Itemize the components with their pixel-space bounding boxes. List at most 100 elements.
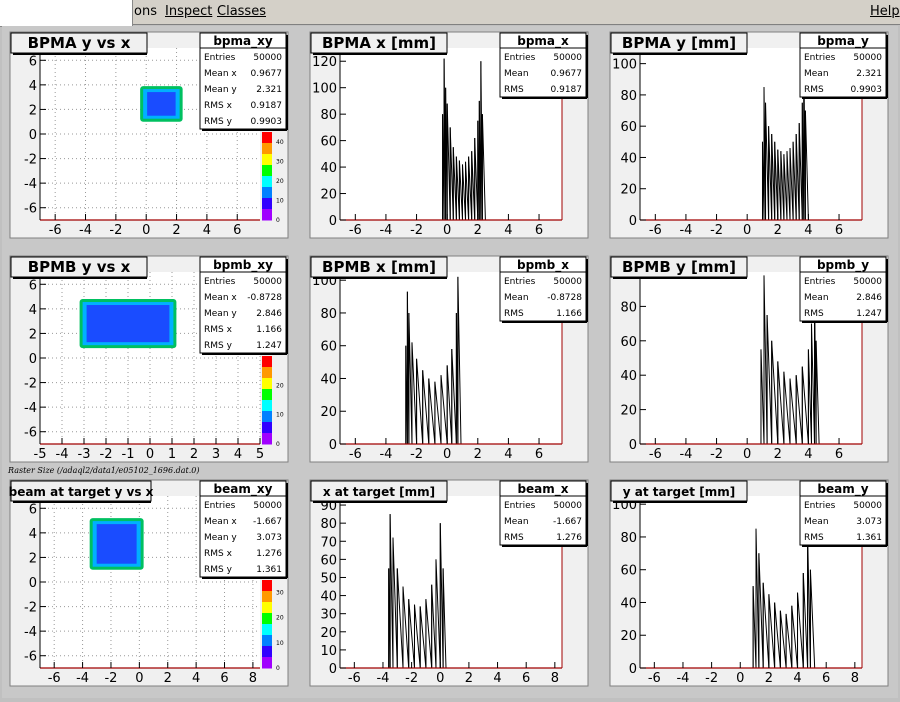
palette-segment bbox=[262, 613, 272, 625]
menu-bar: ons Inspect Classes Help bbox=[0, 0, 900, 25]
stats-label: Mean bbox=[504, 293, 529, 303]
root-canvas[interactable]: 0 10 20 30 40 -6 -4 -2 0 2 4 6 -6 -4 -2 0 2 4 6 BPMA y vs x… bbox=[2, 26, 898, 698]
stats-box bbox=[499, 32, 587, 98]
pad-title: BPMB y vs x bbox=[28, 258, 131, 276]
palette-segment bbox=[262, 624, 272, 636]
y-tick-label: 100 bbox=[312, 82, 337, 97]
overlapping-window-corner[interactable] bbox=[0, 0, 133, 27]
x-tick-label: 0 bbox=[135, 671, 143, 686]
palette-tick-label: 10 bbox=[276, 640, 284, 647]
x-tick-label: -6 bbox=[349, 223, 362, 238]
y-tick-label: 40 bbox=[320, 590, 337, 605]
stats-label: RMS x bbox=[204, 549, 233, 559]
palette-segment bbox=[262, 176, 272, 188]
palette-tick-label: 20 bbox=[276, 382, 284, 389]
y-tick-label: -2 bbox=[24, 601, 37, 616]
y-tick-label: 0 bbox=[29, 128, 37, 143]
stats-value: 50000 bbox=[253, 53, 282, 63]
pad-bpma_xy[interactable]: 0 10 20 30 40 -6 -4 -2 0 2 4 6 -6 -4 -2 0 2 4 6 BPMA y vs x… bbox=[9, 31, 289, 239]
x-tick-label: 8 bbox=[551, 671, 559, 686]
y-tick-label: 70 bbox=[320, 535, 337, 550]
y-tick-label: -6 bbox=[24, 426, 37, 441]
menu-classes[interactable]: Classes bbox=[217, 4, 266, 19]
palette-segment bbox=[262, 378, 272, 390]
x-tick-label: -4 bbox=[79, 223, 92, 238]
stats-box bbox=[499, 480, 587, 546]
y-tick-label: -4 bbox=[24, 177, 37, 192]
palette-tick-label: 20 bbox=[276, 615, 284, 622]
x-tick-label: 2 bbox=[774, 223, 782, 238]
y-tick-label: 120 bbox=[312, 55, 337, 70]
palette-segment bbox=[262, 646, 272, 658]
stats-value: 2.846 bbox=[256, 309, 282, 319]
x-tick-label: 6 bbox=[535, 223, 543, 238]
x-tick-label: -4 bbox=[379, 447, 392, 462]
stats-value: 1.166 bbox=[556, 309, 582, 319]
x-tick-label: 4 bbox=[793, 671, 801, 686]
y-tick-label: 60 bbox=[620, 335, 637, 350]
x-tick-label: 6 bbox=[835, 223, 843, 238]
x-tick-label: -4 bbox=[676, 671, 689, 686]
pad-beam_xy[interactable]: 0 10 20 30 -6 -4 -2 0 2 4 6 8 -6 -4 -2 0 2 4 6 beam at targ… bbox=[9, 479, 289, 687]
x-tick-label: -6 bbox=[649, 223, 662, 238]
y-tick-label: 0 bbox=[629, 662, 637, 677]
palette-segment bbox=[262, 132, 272, 144]
stats-label: Entries bbox=[804, 53, 836, 63]
stats-value: 1.361 bbox=[856, 533, 882, 543]
palette-tick-label: 0 bbox=[276, 441, 280, 448]
palette-tick-label: 40 bbox=[276, 139, 284, 146]
y-tick-label: 2 bbox=[29, 103, 37, 118]
y-tick-label: 0 bbox=[629, 438, 637, 453]
stats-value: 50000 bbox=[853, 501, 882, 511]
stats-value: 0.9903 bbox=[251, 117, 283, 127]
stats-value: 50000 bbox=[553, 277, 582, 287]
pad-title: BPMB x [mm] bbox=[322, 258, 436, 276]
palette-segment bbox=[262, 591, 272, 603]
x-tick-label: -2 bbox=[410, 447, 423, 462]
y-tick-label: 0 bbox=[329, 662, 337, 677]
stats-value: -1.667 bbox=[553, 517, 582, 527]
stats-label: Mean y bbox=[204, 533, 237, 543]
stats-label: RMS x bbox=[204, 325, 233, 335]
palette-segment bbox=[262, 198, 272, 210]
x-tick-label: 0 bbox=[146, 447, 154, 462]
x-tick-label: -6 bbox=[648, 671, 661, 686]
menu-help[interactable]: Help bbox=[870, 4, 900, 19]
stats-name: beam_y bbox=[817, 482, 868, 497]
y-tick-label: -4 bbox=[24, 625, 37, 640]
x-tick-label: -6 bbox=[49, 223, 62, 238]
menu-inspect[interactable]: Inspect bbox=[165, 4, 212, 19]
x-tick-label: 6 bbox=[822, 671, 830, 686]
x-tick-label: 0 bbox=[736, 671, 744, 686]
x-tick-label: -6 bbox=[649, 447, 662, 462]
x-tick-label: -2 bbox=[710, 447, 723, 462]
stats-value: 0.9677 bbox=[251, 69, 283, 79]
raster-caption: Raster Size (/adaql2/data1/e05102_1696.d… bbox=[8, 466, 200, 475]
y-tick-label: 80 bbox=[320, 517, 337, 532]
y-tick-label: 40 bbox=[620, 151, 637, 166]
x-tick-label: -2 bbox=[410, 223, 423, 238]
x-tick-label: 4 bbox=[493, 671, 501, 686]
menu-options[interactable]: ons bbox=[134, 4, 157, 19]
x-tick-label: 3 bbox=[212, 447, 220, 462]
palette-tick-label: 30 bbox=[276, 590, 284, 597]
pad-title: x at target [mm] bbox=[323, 485, 435, 499]
palette-segment bbox=[262, 187, 272, 199]
palette-tick-label: 0 bbox=[276, 217, 280, 224]
stats-label: Entries bbox=[504, 277, 536, 287]
palette-tick-label: 20 bbox=[276, 178, 284, 185]
stats-value: 50000 bbox=[553, 53, 582, 63]
stats-label: Mean x bbox=[204, 517, 237, 527]
palette-segment bbox=[262, 367, 272, 379]
y-tick-label: 60 bbox=[320, 553, 337, 568]
y-tick-label: 80 bbox=[620, 531, 637, 546]
x-tick-label: 0 bbox=[142, 223, 150, 238]
